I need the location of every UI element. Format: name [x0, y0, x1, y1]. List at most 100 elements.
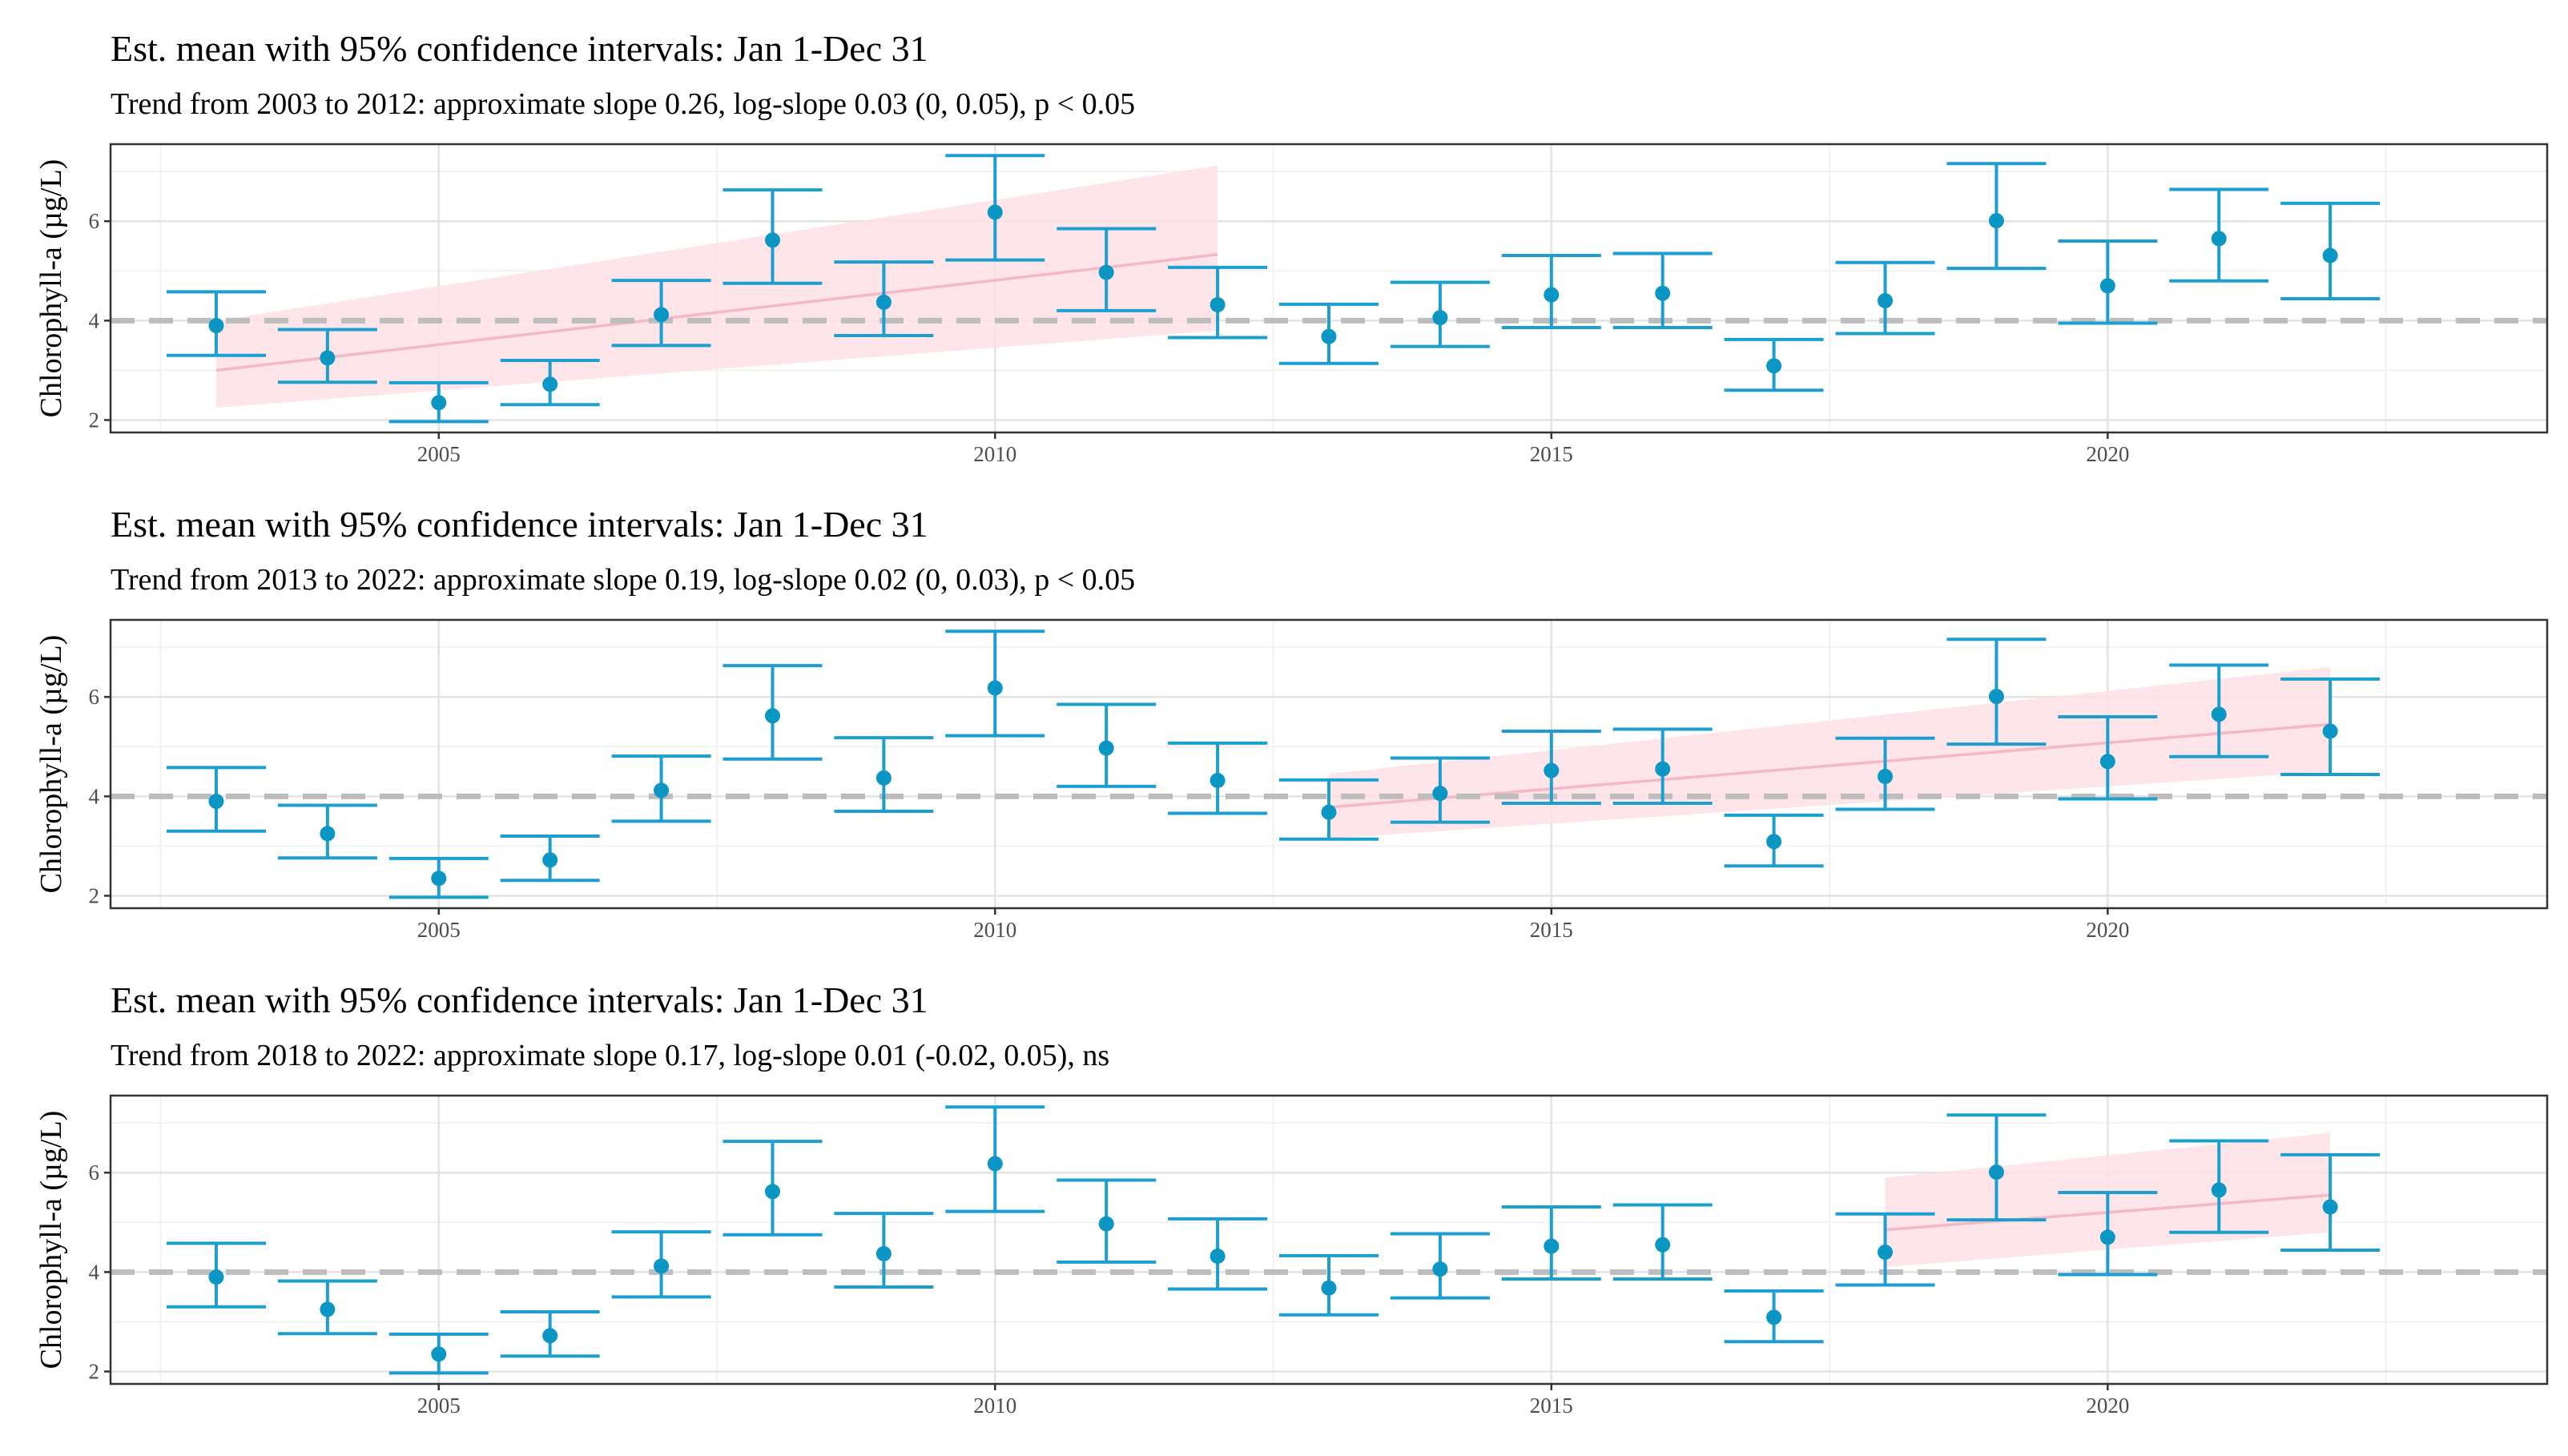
data-point: [320, 350, 336, 366]
data-point: [875, 294, 892, 310]
x-tick-label: 2015: [1530, 1394, 1573, 1418]
x-tick-label: 2005: [417, 1394, 461, 1418]
x-tick-label: 2005: [417, 442, 461, 466]
data-point: [2322, 247, 2338, 263]
data-point: [2322, 723, 2338, 739]
panel-3-subtitle: Trend from 2018 to 2022: approximate slo…: [111, 1039, 1110, 1072]
y-axis-label: Chlorophyll-a (µg/L): [34, 1111, 68, 1370]
data-point: [1878, 293, 1894, 309]
data-point: [320, 1301, 336, 1317]
data-point: [431, 871, 447, 887]
x-tick-label: 2020: [2086, 918, 2129, 942]
y-tick-label: 6: [89, 1160, 100, 1185]
data-point: [1988, 689, 2004, 705]
data-point: [208, 794, 224, 810]
y-axis-label: Chlorophyll-a (µg/L): [34, 635, 68, 894]
data-point: [2322, 1199, 2338, 1215]
panel-2-plot: 2 4 6 2005 2010 2015 2020 Chlorophyll-a (µg/L): [34, 618, 2549, 942]
data-point: [1210, 772, 1226, 788]
x-tick-label: 2010: [973, 442, 1016, 466]
data-point: [1655, 1237, 1671, 1253]
data-point: [1098, 264, 1114, 280]
panel-3-plot: 2 4 6 2005 2010 2015 2020 Chlorophyll-a (µg/L): [34, 1094, 2549, 1418]
data-point: [987, 204, 1003, 220]
data-point: [2211, 1182, 2227, 1198]
panel-1-title: Est. mean with 95% confidence intervals:…: [111, 28, 928, 69]
data-point: [320, 826, 336, 842]
data-point: [764, 232, 780, 248]
y-tick-label: 2: [89, 883, 100, 907]
data-point: [542, 376, 558, 392]
data-point: [1766, 1309, 1782, 1325]
data-point: [1210, 296, 1226, 312]
trend-line: [215, 253, 1218, 372]
x-tick-label: 2015: [1530, 918, 1573, 942]
data-point: [431, 1346, 447, 1362]
data-point: [1878, 1245, 1894, 1261]
data-point: [1988, 213, 2004, 229]
panel-border: [109, 618, 2549, 910]
x-tick-label: 2020: [2086, 1394, 2129, 1418]
y-tick-label: 6: [89, 685, 100, 709]
data-point: [654, 307, 670, 323]
data-point: [1432, 786, 1448, 802]
data-point: [1988, 1164, 2004, 1180]
y-tick-label: 2: [89, 1359, 100, 1383]
panel-2-title: Est. mean with 95% confidence intervals:…: [111, 504, 928, 545]
trend-line: [1328, 722, 2331, 809]
data-point: [987, 680, 1003, 696]
data-point: [431, 395, 447, 411]
data-point: [1321, 804, 1337, 820]
y-tick-label: 6: [89, 209, 100, 233]
y-tick-label: 4: [89, 308, 100, 332]
data-point: [1321, 328, 1337, 344]
data-point: [1766, 834, 1782, 850]
data-point: [1544, 287, 1560, 303]
data-point: [875, 1245, 892, 1261]
data-point: [2099, 1229, 2115, 1245]
data-point: [1766, 358, 1782, 374]
data-point: [1655, 285, 1671, 301]
data-point: [1878, 769, 1894, 785]
panel-border: [109, 1094, 2549, 1386]
x-tick-label: 2005: [417, 918, 461, 942]
data-point: [542, 1328, 558, 1344]
data-point: [1544, 1238, 1560, 1254]
x-tick-label: 2020: [2086, 442, 2129, 466]
panel-3-title: Est. mean with 95% confidence intervals:…: [111, 979, 928, 1020]
y-axis-label: Chlorophyll-a (µg/L): [34, 159, 68, 418]
y-tick-label: 2: [89, 408, 100, 432]
data-point: [875, 770, 892, 786]
data-point: [1321, 1280, 1337, 1296]
panel-1-subtitle: Trend from 2003 to 2012: approximate slo…: [111, 87, 1136, 121]
data-point: [2099, 278, 2115, 294]
data-point: [987, 1156, 1003, 1172]
data-point: [1098, 1216, 1114, 1232]
data-point: [764, 1184, 780, 1200]
panel-border: [109, 143, 2549, 434]
trend-confidence-band: [215, 165, 1218, 408]
data-point: [2211, 706, 2227, 722]
y-tick-label: 4: [89, 784, 100, 808]
x-tick-label: 2010: [973, 1394, 1016, 1418]
panel-1-plot: 2 4 6 2005 2010 2015 2020 Chlorophyll-a (µg/L): [34, 143, 2549, 466]
data-point: [1544, 762, 1560, 778]
data-point: [1210, 1248, 1226, 1264]
y-tick-label: 4: [89, 1260, 100, 1284]
data-point: [654, 1258, 670, 1274]
panel-2-subtitle: Trend from 2013 to 2022: approximate slo…: [111, 563, 1136, 597]
data-point: [208, 318, 224, 334]
x-tick-label: 2015: [1530, 442, 1573, 466]
data-point: [542, 852, 558, 868]
data-point: [1098, 740, 1114, 756]
data-point: [1432, 1261, 1448, 1277]
data-point: [2099, 754, 2115, 770]
x-tick-label: 2010: [973, 918, 1016, 942]
data-point: [764, 708, 780, 724]
data-point: [1432, 310, 1448, 326]
data-point: [2211, 231, 2227, 247]
data-point: [1655, 761, 1671, 777]
data-point: [208, 1269, 224, 1285]
data-point: [654, 782, 670, 798]
